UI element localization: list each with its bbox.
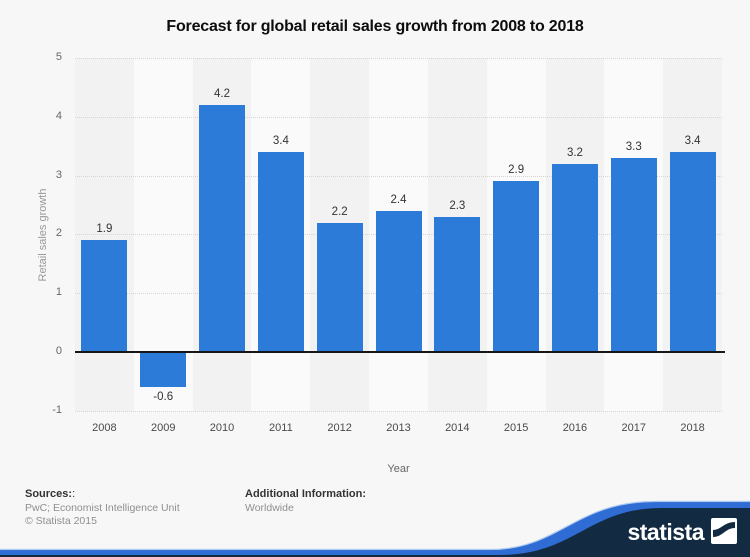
banner-stripe-highlight: [0, 500, 750, 551]
sources-block: Sources:: PwC; Economist Intelligence Un…: [25, 488, 180, 529]
bar: [551, 163, 598, 352]
bar: [493, 181, 540, 352]
y-tick-label: 0: [55, 345, 62, 357]
x-tick-label: 2013: [386, 422, 411, 434]
additional-info-block: Additional Information: Worldwide: [245, 488, 366, 515]
zero-axis-line: [75, 350, 725, 353]
x-tick-label: 2014: [445, 422, 470, 434]
copyright-line: © Statista 2015: [25, 515, 97, 527]
bar-value-label: 4.2: [214, 88, 231, 101]
gridline: [75, 116, 722, 118]
bar-value-label: 2.3: [449, 199, 466, 212]
bar-value-label: 3.2: [566, 146, 583, 159]
bar: [669, 152, 716, 352]
x-tick-label: 2011: [269, 422, 293, 434]
y-tick-label: 3: [55, 168, 62, 181]
y-tick-label: 1: [55, 286, 62, 299]
statista-banner: statista: [0, 500, 750, 557]
statista-logo[interactable]: statista: [627, 518, 737, 545]
banner-navy-shape: [0, 508, 750, 557]
gridline: [75, 175, 722, 177]
x-tick-label: 2008: [92, 422, 117, 434]
gridline: [75, 58, 722, 59]
statista-logo-text: statista: [627, 519, 704, 545]
chart-title: Forecast for global retail sales growth …: [166, 18, 584, 35]
bar: [81, 240, 128, 352]
bar: [257, 152, 304, 352]
gridline: [75, 410, 722, 412]
bar: [316, 222, 363, 352]
bar: [199, 105, 246, 352]
bar-value-label: 3.3: [625, 140, 642, 153]
x-tick-label: 2010: [209, 422, 235, 434]
additional-info-value: Worldwide: [245, 501, 294, 514]
x-tick-label: 2009: [150, 422, 176, 434]
x-tick-label: 2012: [327, 422, 352, 434]
y-tick-label: -1: [52, 403, 62, 416]
y-tick-label: 2: [55, 227, 62, 240]
bar: [375, 210, 422, 352]
x-tick-label: 2016: [562, 422, 588, 434]
bar-value-label: 3.4: [684, 135, 701, 148]
y-tick-label: 5: [55, 51, 62, 63]
sources-label-suffix: :: [72, 488, 76, 500]
additional-info-label: Additional Information:: [245, 488, 366, 500]
y-tick-label: 4: [55, 109, 62, 122]
x-tick-label: 2017: [621, 422, 646, 434]
sources-line: PwC; Economist Intelligence Unit: [25, 501, 180, 514]
statista-logo-icon: [711, 518, 737, 544]
bar: [610, 157, 657, 352]
x-tick-label: 2015: [503, 422, 529, 434]
sources-heading: Sources::: [25, 488, 180, 502]
bar-value-label: 2.9: [508, 164, 525, 177]
bar-value-label: -0.6: [153, 391, 174, 404]
sources-label: Sources:: [25, 488, 73, 500]
x-tick-label: 2018: [680, 422, 705, 434]
bar: [140, 352, 187, 388]
x-axis-title: Year: [387, 463, 410, 475]
bar-value-label: 1.9: [96, 223, 113, 236]
bar-value-label: 3.4: [272, 135, 289, 148]
bar-value-label: 2.4: [390, 193, 407, 206]
bar-value-label: 2.2: [331, 205, 348, 218]
bar: [434, 216, 481, 352]
